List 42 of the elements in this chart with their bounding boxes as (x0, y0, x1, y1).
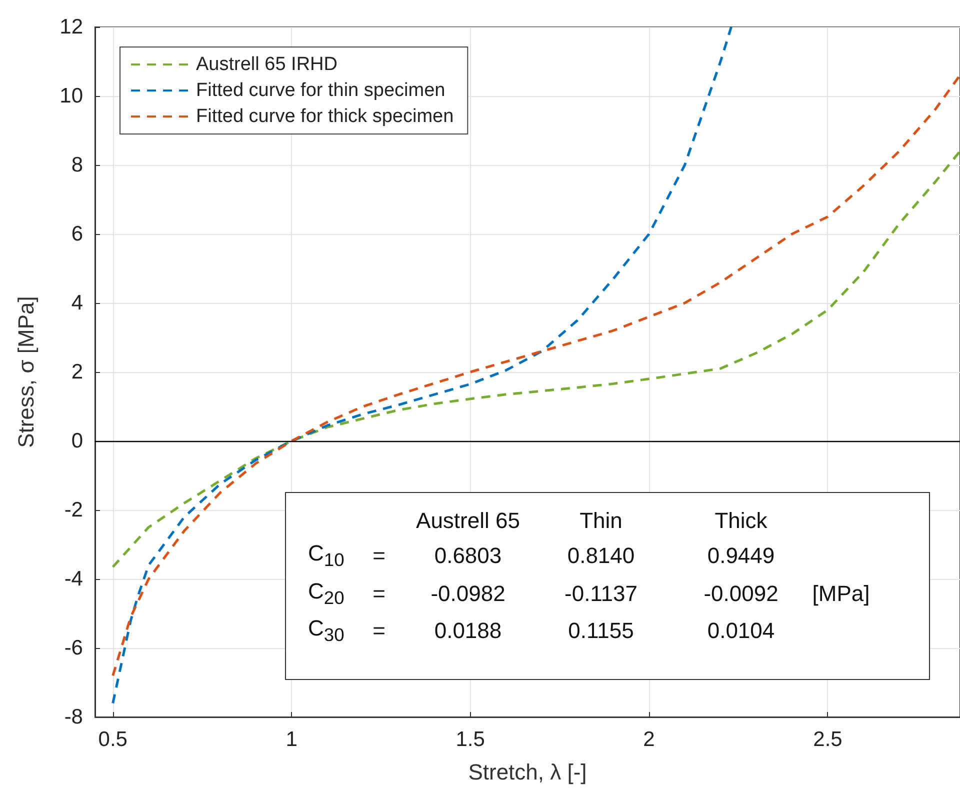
annotation: Austrell 65 (416, 508, 520, 533)
line-series (112, 150, 960, 568)
annotation: -0.0982 (430, 581, 506, 606)
annotation: -0.1137 (564, 581, 638, 606)
legend-label: Fitted curve for thin specimen (196, 80, 446, 101)
y-tick-label: 8 (71, 154, 83, 176)
x-tick-label: 0.5 (98, 728, 128, 751)
y-tick-label: -2 (64, 498, 83, 522)
y-tick-label: 12 (60, 16, 83, 38)
annotation: C$_{20}$ (308, 578, 344, 608)
annotation: = (372, 581, 386, 606)
y-tick-label: -6 (64, 636, 83, 660)
annotation: C$_{30}$ (308, 616, 344, 646)
x-tick-label: 1 (286, 728, 298, 751)
annotation: 0.0104 (707, 618, 775, 643)
y-tick-label: 2 (71, 360, 83, 384)
annotation: 0.6803 (434, 543, 502, 568)
y-tick-label: -4 (64, 568, 84, 590)
annotation: 0.1155 (568, 618, 634, 643)
legend-label: Fitted curve for thick specimen (196, 106, 454, 127)
y-tick-label: -8 (64, 706, 83, 728)
x-tick-label: 1.5 (456, 728, 485, 751)
annotation: C$_{10}$ (308, 540, 344, 570)
y-tick-label: 10 (60, 84, 83, 108)
y-tick-label: 4 (71, 292, 84, 314)
y-tick-label: 0 (71, 430, 83, 452)
annotation: [MPa] (812, 581, 870, 606)
x-tick-label: 2.5 (813, 728, 842, 751)
annotation: Thick (714, 508, 768, 533)
x-axis-title: Stretch, λ [-] (468, 760, 587, 784)
annotation: 0.0188 (434, 618, 502, 643)
annotation: Thin (580, 508, 622, 533)
annotation: 0.8140 (567, 543, 635, 568)
annotation: = (372, 543, 386, 568)
annotation: = (372, 618, 386, 643)
annotation: -0.0092 (704, 581, 778, 606)
y-tick-label: 6 (71, 222, 83, 246)
annotation: 0.9449 (707, 543, 775, 568)
legend-label: Austrell 65 IRHD (196, 54, 338, 75)
y-axis-title: Stress, σ [MPa] (14, 296, 38, 448)
x-tick-label: 2 (643, 728, 655, 751)
line-series (112, 74, 960, 677)
